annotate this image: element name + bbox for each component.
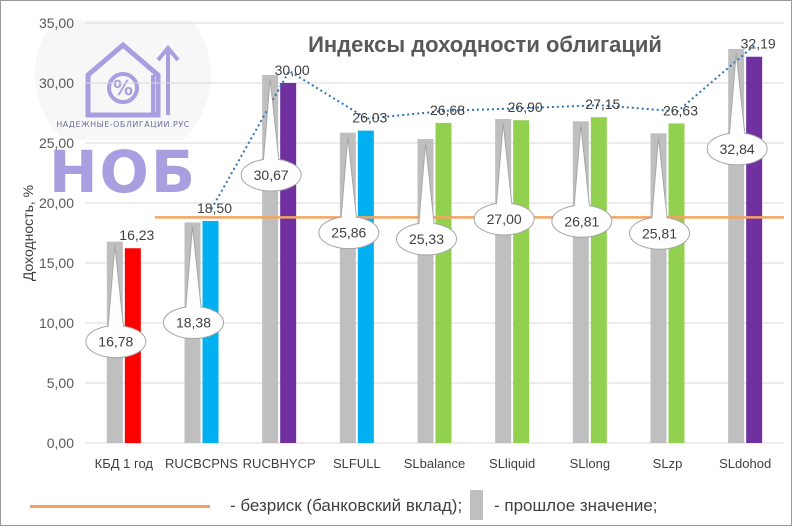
watermark-logo: % НАДЕЖНЫЕ-ОБЛИГАЦИИ.РУС НОБ <box>28 0 218 220</box>
svg-text:%: % <box>113 76 133 100</box>
y-tick-label: 20,00 <box>39 195 74 211</box>
y-tick-label: 15,00 <box>39 255 74 271</box>
data-label-current: 18,50 <box>197 200 232 216</box>
data-label-current: 26,63 <box>663 102 698 118</box>
x-tick-label: SLzp <box>653 456 683 471</box>
data-label-current: 32,19 <box>741 36 776 52</box>
bar-current <box>590 117 607 443</box>
data-label-current: 26,90 <box>508 99 543 115</box>
data-label-previous: 27,00 <box>487 211 522 227</box>
y-tick-label: 35,00 <box>39 15 74 31</box>
house-percent-icon: % <box>35 0 211 163</box>
y-tick-label: 25,00 <box>39 135 74 151</box>
callout-previous: 26,81 <box>551 125 613 238</box>
chart-title: Индексы доходности облигаций <box>308 32 662 57</box>
data-label-current: 27,15 <box>585 96 620 112</box>
data-label-previous: 25,86 <box>331 225 366 241</box>
callout-joint <box>497 201 512 207</box>
callout-joint <box>419 221 434 228</box>
y-axis-label: Доходность, % <box>20 185 36 281</box>
x-tick-label: SLliquid <box>489 456 535 471</box>
bar-current <box>435 122 452 443</box>
logo-caption: НАДЕЖНЫЕ-ОБЛИГАЦИИ.РУС <box>56 120 190 129</box>
data-label-previous: 30,67 <box>254 167 289 183</box>
legend: - безриск (банковский вклад); - прошлое … <box>0 488 794 524</box>
callout-previous: 25,81 <box>629 137 690 250</box>
legend-riskfree-swatch <box>30 505 210 508</box>
data-label-previous: 25,81 <box>642 225 677 241</box>
y-tick-label: 0,00 <box>47 435 74 451</box>
legend-previous-label: - прошлое значение; <box>494 496 658 515</box>
callout-previous: 18,38 <box>163 226 224 339</box>
data-label-current: 26,68 <box>430 102 465 118</box>
legend-previous-swatch <box>470 490 483 520</box>
x-tick-label: КБД 1 год <box>95 456 154 471</box>
x-tick-label: SLbalance <box>404 456 465 471</box>
bar-current <box>746 56 763 443</box>
trend-line <box>210 43 756 210</box>
data-label-previous: 18,38 <box>176 314 211 330</box>
callout-previous: 32,84 <box>706 52 768 166</box>
y-tick-label: 10,00 <box>39 315 74 331</box>
data-label-previous: 26,81 <box>564 213 599 229</box>
data-label-previous: 16,78 <box>98 334 133 350</box>
y-tick-label: 30,00 <box>39 75 74 91</box>
x-tick-label: SLdohod <box>719 456 771 471</box>
legend-riskfree-label: - безриск (банковский вклад); <box>230 496 463 515</box>
data-label-current: 26,03 <box>352 110 387 126</box>
data-label-current: 30,00 <box>275 62 310 78</box>
callout-previous: 25,33 <box>396 142 457 256</box>
callout-joint <box>186 304 201 311</box>
callout-previous: 25,86 <box>318 136 380 250</box>
callout-joint <box>264 156 279 163</box>
data-label-previous: 32,84 <box>720 141 755 157</box>
x-tick-label: SLFULL <box>333 456 381 471</box>
callout-joint <box>108 323 123 330</box>
callout-previous: 27,00 <box>473 122 535 236</box>
bar-current <box>513 120 530 443</box>
bar-current <box>357 130 374 443</box>
x-tick-label: RUCBHYCP <box>243 456 316 471</box>
callout-previous: 30,67 <box>240 78 302 192</box>
callout-joint <box>652 215 667 222</box>
callout-joint <box>574 203 589 210</box>
bar-current <box>668 123 685 443</box>
callout-previous: 16,78 <box>85 245 147 359</box>
bar-chart: Индексы доходности облигаций Доходность,… <box>20 15 784 471</box>
x-tick-label: RUCBCPNS <box>165 456 238 471</box>
bar-current <box>280 83 297 443</box>
logo-wordmark: НОБ <box>48 138 198 206</box>
data-label-previous: 25,33 <box>409 231 444 247</box>
data-label-current: 16,23 <box>119 227 154 243</box>
callout-joint <box>730 130 745 137</box>
callout-joint <box>341 214 356 221</box>
y-tick-label: 5,00 <box>47 375 74 391</box>
x-tick-label: SLlong <box>570 456 610 471</box>
